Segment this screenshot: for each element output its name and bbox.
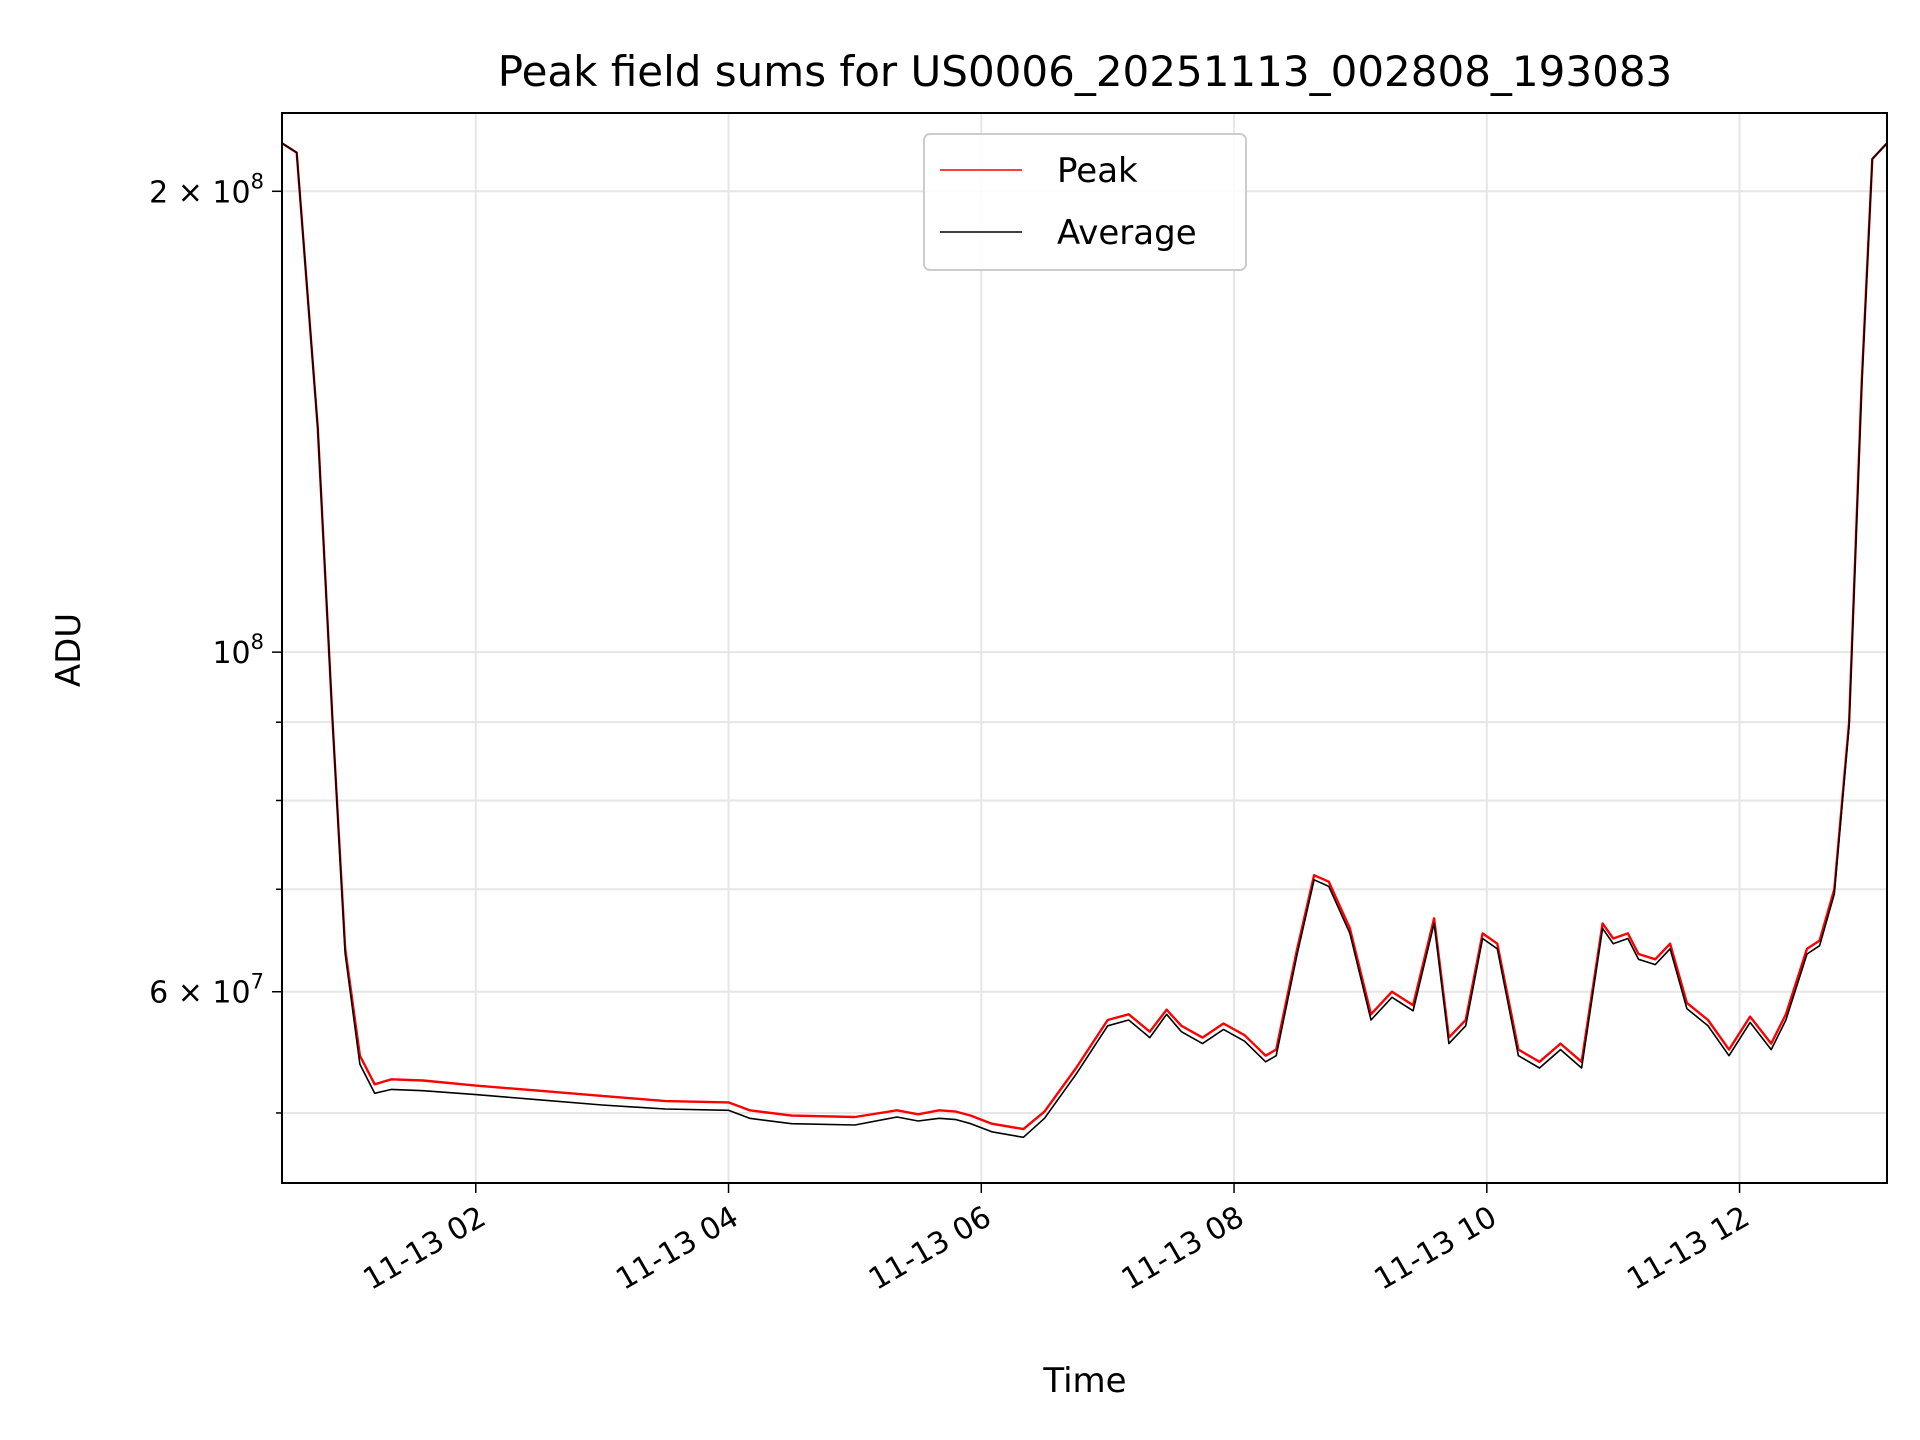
y-axis-ticks: 6 × 107 108 2 × 108 (149, 169, 282, 1114)
legend-label-peak: Peak (1057, 151, 1138, 191)
series-lines (281, 142, 1888, 1139)
y-tick-label: 6 × 107 (149, 970, 264, 1011)
legend-box (923, 133, 1247, 271)
x-axis-label: Time (1042, 1361, 1126, 1401)
y-tick-label: 108 (212, 630, 264, 671)
chart-title: Peak field sums for US0006_20251113_0028… (498, 47, 1673, 96)
series-line-peak (281, 142, 1888, 1131)
y-axis-label: ADU (49, 613, 89, 687)
plot-area-frame (281, 112, 1888, 1184)
legend-label-average: Average (1057, 213, 1197, 253)
legend: Peak Average (923, 133, 1247, 271)
series-line-average (281, 142, 1888, 1139)
y-tick-label: 2 × 108 (149, 169, 264, 210)
